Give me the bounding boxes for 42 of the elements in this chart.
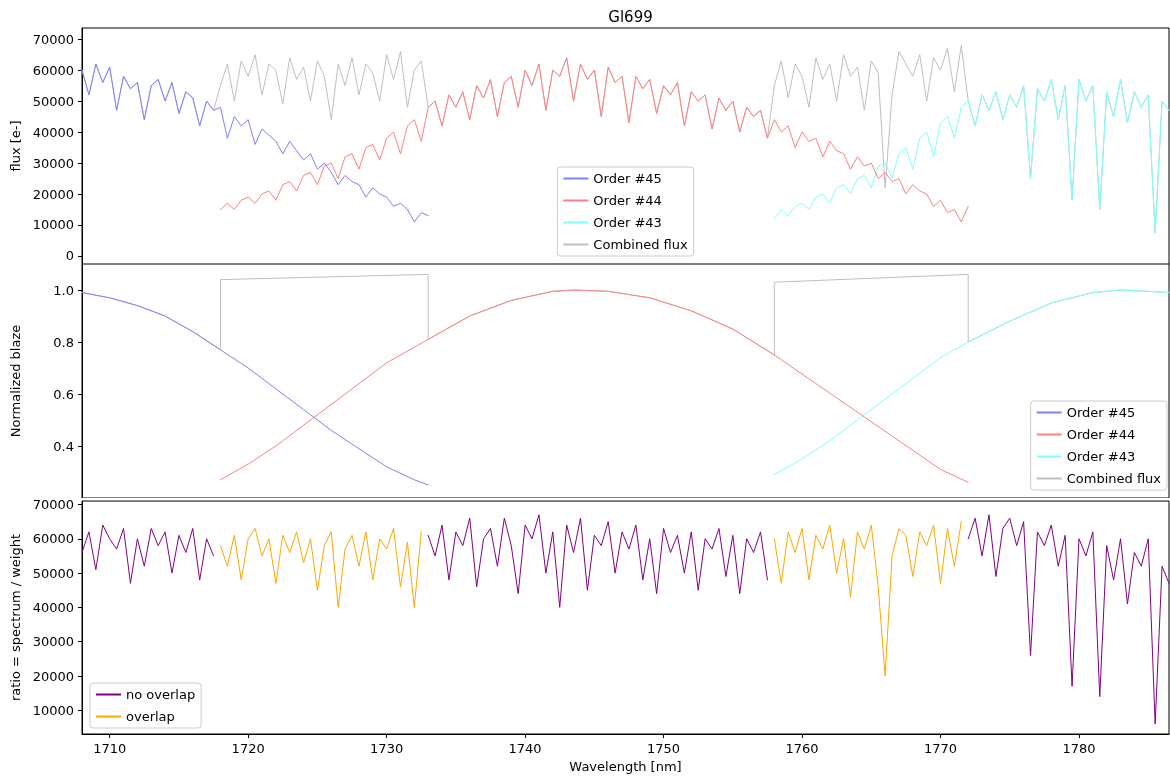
y-tick-label: 10000 [32,217,74,233]
legend-label: overlap [126,709,175,724]
legend-label: Order #43 [1066,449,1136,464]
y-tick-label: 1.0 [53,282,74,298]
y-tick-label: 0.4 [53,438,74,454]
y-tick-label: 30000 [32,155,74,171]
x-axis-title: Wavelength [nm] [569,759,682,774]
y-tick-label: 40000 [32,599,74,615]
legend-label: Combined flux [1066,471,1162,486]
legend-label: no overlap [126,687,196,702]
y-axis-title: ratio = spectrum / weight [7,533,23,702]
y-axis-title: flux [e-] [7,120,23,172]
legend-label: Order #44 [593,193,662,208]
legend-label: Order #45 [593,171,662,186]
x-tick-label: 1780 [1062,741,1096,756]
y-tick-label: 20000 [32,668,74,684]
legend-label: Combined flux [593,237,688,252]
y-tick-label: 50000 [32,93,74,109]
y-tick-label: 10000 [32,702,74,718]
y-tick-label: 40000 [32,124,74,140]
x-tick-label: 1720 [231,741,265,756]
y-tick-label: 70000 [32,31,74,47]
x-tick-label: 1740 [508,741,542,756]
y-axis-title: Normalized blaze [8,324,23,438]
x-tick-label: 1730 [370,741,404,756]
legend-label: Order #43 [593,215,662,230]
x-tick-label: 1710 [93,741,127,756]
y-tick-label: 0 [65,248,74,264]
y-tick-label: 0.8 [53,334,74,350]
y-tick-label: 0.6 [53,386,74,402]
y-tick-label: 50000 [32,565,74,581]
x-tick-label: 1770 [923,741,958,756]
legend-label: Order #45 [1066,405,1136,420]
legend-label: Order #44 [1066,427,1136,442]
y-tick-label: 20000 [32,186,74,202]
chart-title: Gl699 [608,7,653,26]
x-tick-label: 1760 [785,741,819,756]
x-tick-label: 1750 [647,741,681,756]
y-tick-label: 30000 [32,634,74,650]
y-tick-label: 60000 [32,62,74,78]
y-tick-label: 70000 [32,496,74,512]
y-tick-label: 60000 [32,531,74,547]
